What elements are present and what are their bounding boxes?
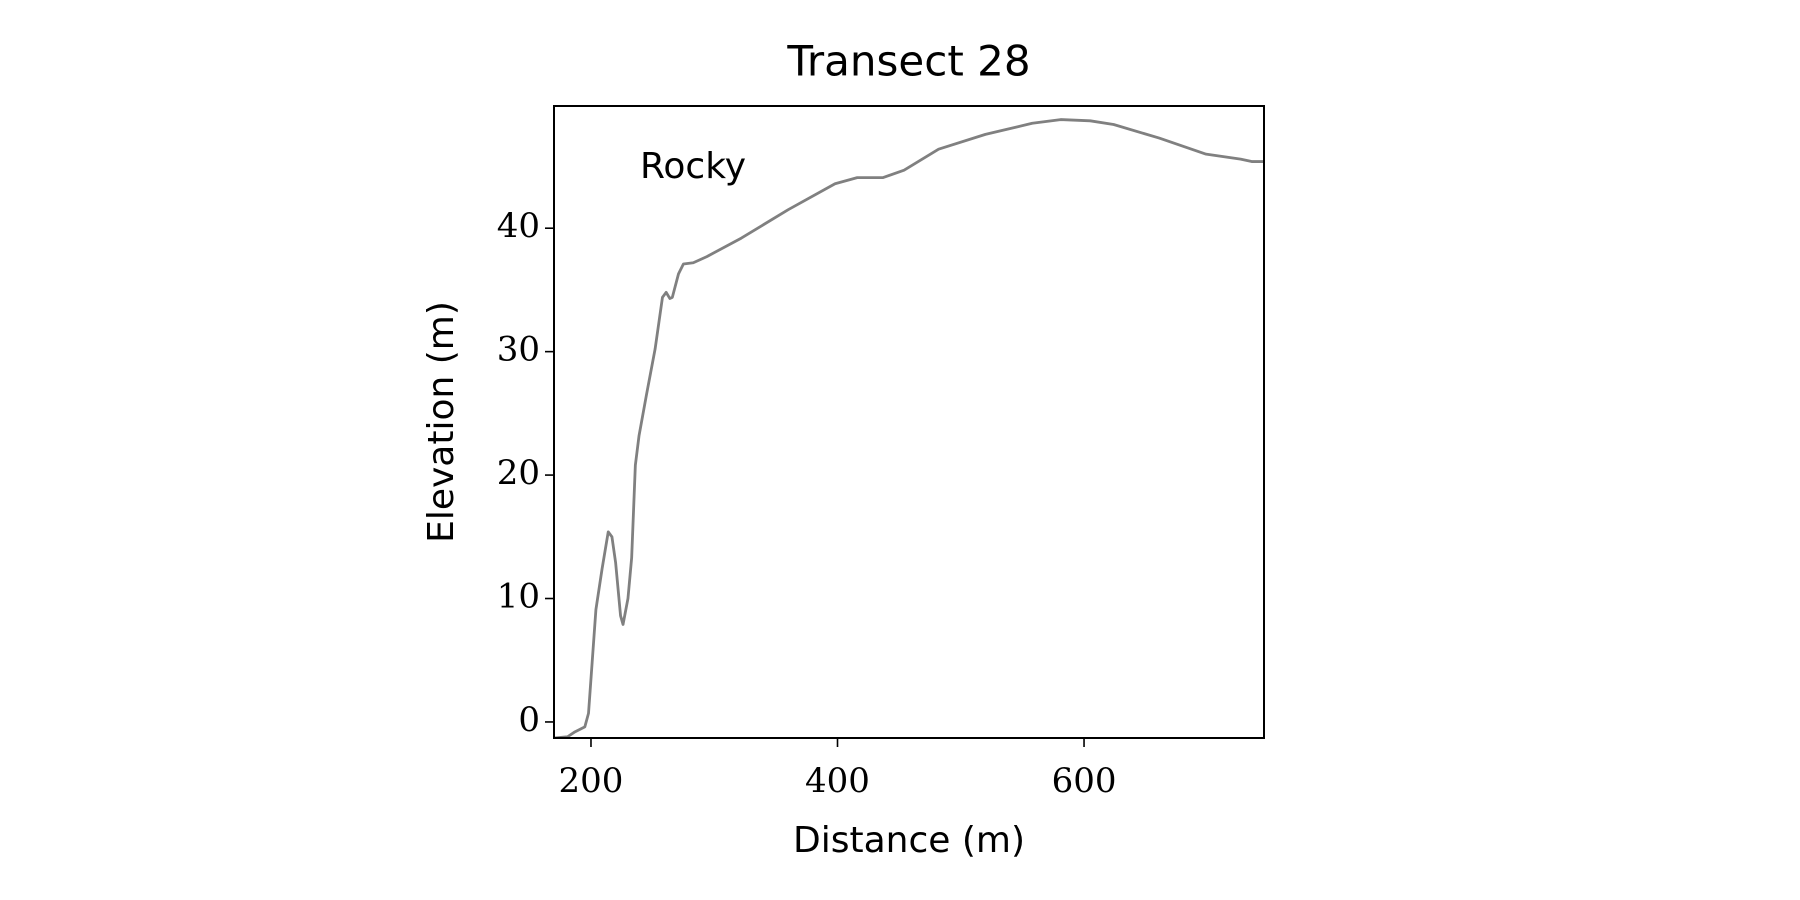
x-tick-label: 600 bbox=[1052, 761, 1117, 801]
y-tick-label: 10 bbox=[497, 577, 540, 617]
x-tick-label: 200 bbox=[559, 761, 624, 801]
y-tick-label: 0 bbox=[518, 700, 540, 740]
x-tick-label: 400 bbox=[805, 761, 870, 801]
y-tick-label: 40 bbox=[497, 206, 540, 246]
y-tick-label: 30 bbox=[497, 330, 540, 370]
y-axis-label: Elevation (m) bbox=[421, 301, 462, 543]
data-line bbox=[554, 118, 1264, 738]
chart-title: Transect 28 bbox=[786, 37, 1030, 86]
x-axis-label: Distance (m) bbox=[793, 820, 1025, 861]
plot-frame bbox=[553, 105, 1265, 739]
y-tick-label: 20 bbox=[497, 453, 540, 493]
annotation: Rocky bbox=[640, 146, 746, 187]
